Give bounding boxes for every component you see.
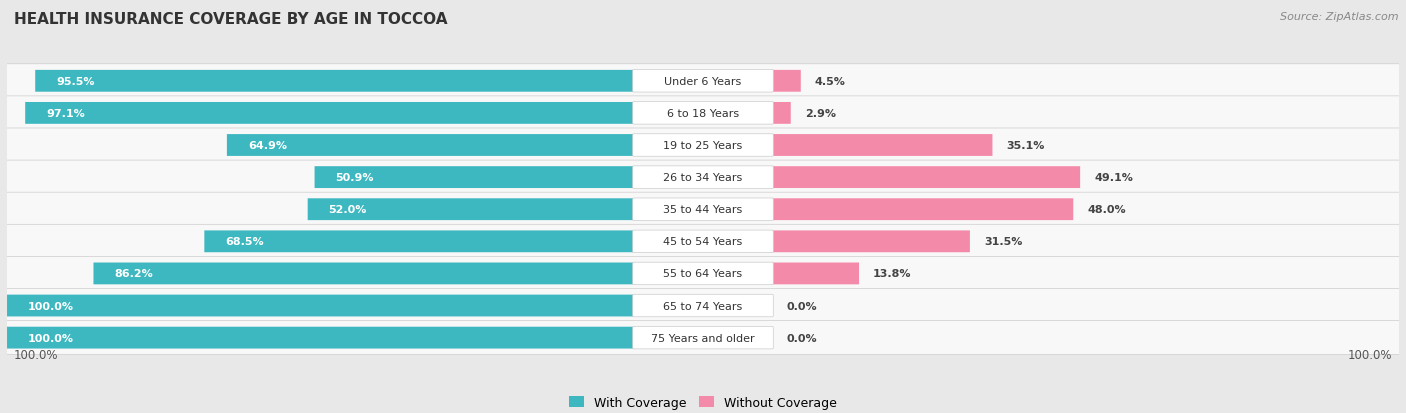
FancyBboxPatch shape — [6, 129, 1400, 163]
FancyBboxPatch shape — [633, 70, 773, 93]
FancyBboxPatch shape — [6, 225, 1400, 259]
FancyBboxPatch shape — [7, 327, 633, 349]
Text: 52.0%: 52.0% — [329, 205, 367, 215]
Text: 97.1%: 97.1% — [46, 109, 84, 119]
FancyBboxPatch shape — [633, 135, 773, 157]
Text: 75 Years and older: 75 Years and older — [651, 333, 755, 343]
Text: 55 to 64 Years: 55 to 64 Years — [664, 269, 742, 279]
Text: 2.9%: 2.9% — [804, 109, 835, 119]
FancyBboxPatch shape — [35, 71, 633, 93]
Text: 35 to 44 Years: 35 to 44 Years — [664, 205, 742, 215]
FancyBboxPatch shape — [308, 199, 633, 221]
FancyBboxPatch shape — [773, 263, 859, 285]
FancyBboxPatch shape — [226, 135, 633, 157]
FancyBboxPatch shape — [773, 71, 801, 93]
Text: 45 to 54 Years: 45 to 54 Years — [664, 237, 742, 247]
FancyBboxPatch shape — [773, 135, 993, 157]
Text: Source: ZipAtlas.com: Source: ZipAtlas.com — [1281, 12, 1399, 22]
Text: 0.0%: 0.0% — [786, 301, 817, 311]
Text: 31.5%: 31.5% — [984, 237, 1022, 247]
Text: 6 to 18 Years: 6 to 18 Years — [666, 109, 740, 119]
FancyBboxPatch shape — [633, 166, 773, 189]
Text: HEALTH INSURANCE COVERAGE BY AGE IN TOCCOA: HEALTH INSURANCE COVERAGE BY AGE IN TOCC… — [14, 12, 447, 27]
Text: 95.5%: 95.5% — [56, 76, 94, 87]
Text: 26 to 34 Years: 26 to 34 Years — [664, 173, 742, 183]
Text: 49.1%: 49.1% — [1094, 173, 1133, 183]
Text: 86.2%: 86.2% — [114, 269, 153, 279]
Text: 100.0%: 100.0% — [1347, 348, 1392, 361]
Text: 68.5%: 68.5% — [225, 237, 264, 247]
FancyBboxPatch shape — [633, 102, 773, 125]
FancyBboxPatch shape — [773, 199, 1073, 221]
FancyBboxPatch shape — [204, 231, 633, 253]
Text: 100.0%: 100.0% — [28, 301, 75, 311]
Text: 50.9%: 50.9% — [336, 173, 374, 183]
FancyBboxPatch shape — [6, 64, 1400, 99]
Text: 100.0%: 100.0% — [28, 333, 75, 343]
Text: 0.0%: 0.0% — [786, 333, 817, 343]
Text: Under 6 Years: Under 6 Years — [665, 76, 741, 87]
FancyBboxPatch shape — [6, 321, 1400, 355]
FancyBboxPatch shape — [633, 327, 773, 349]
FancyBboxPatch shape — [633, 294, 773, 317]
Text: 4.5%: 4.5% — [814, 76, 845, 87]
FancyBboxPatch shape — [6, 257, 1400, 291]
Text: 64.9%: 64.9% — [247, 141, 287, 151]
Text: 19 to 25 Years: 19 to 25 Years — [664, 141, 742, 151]
FancyBboxPatch shape — [6, 97, 1400, 131]
FancyBboxPatch shape — [315, 167, 633, 189]
FancyBboxPatch shape — [773, 103, 790, 124]
Legend: With Coverage, Without Coverage: With Coverage, Without Coverage — [564, 391, 842, 413]
FancyBboxPatch shape — [633, 199, 773, 221]
Text: 48.0%: 48.0% — [1087, 205, 1126, 215]
Text: 100.0%: 100.0% — [14, 348, 59, 361]
FancyBboxPatch shape — [7, 295, 633, 317]
FancyBboxPatch shape — [773, 167, 1080, 189]
Text: 65 to 74 Years: 65 to 74 Years — [664, 301, 742, 311]
FancyBboxPatch shape — [6, 193, 1400, 227]
Text: 13.8%: 13.8% — [873, 269, 911, 279]
FancyBboxPatch shape — [633, 230, 773, 253]
FancyBboxPatch shape — [6, 161, 1400, 195]
FancyBboxPatch shape — [6, 289, 1400, 323]
Text: 35.1%: 35.1% — [1007, 141, 1045, 151]
FancyBboxPatch shape — [93, 263, 633, 285]
FancyBboxPatch shape — [25, 103, 633, 124]
FancyBboxPatch shape — [633, 263, 773, 285]
FancyBboxPatch shape — [773, 231, 970, 253]
